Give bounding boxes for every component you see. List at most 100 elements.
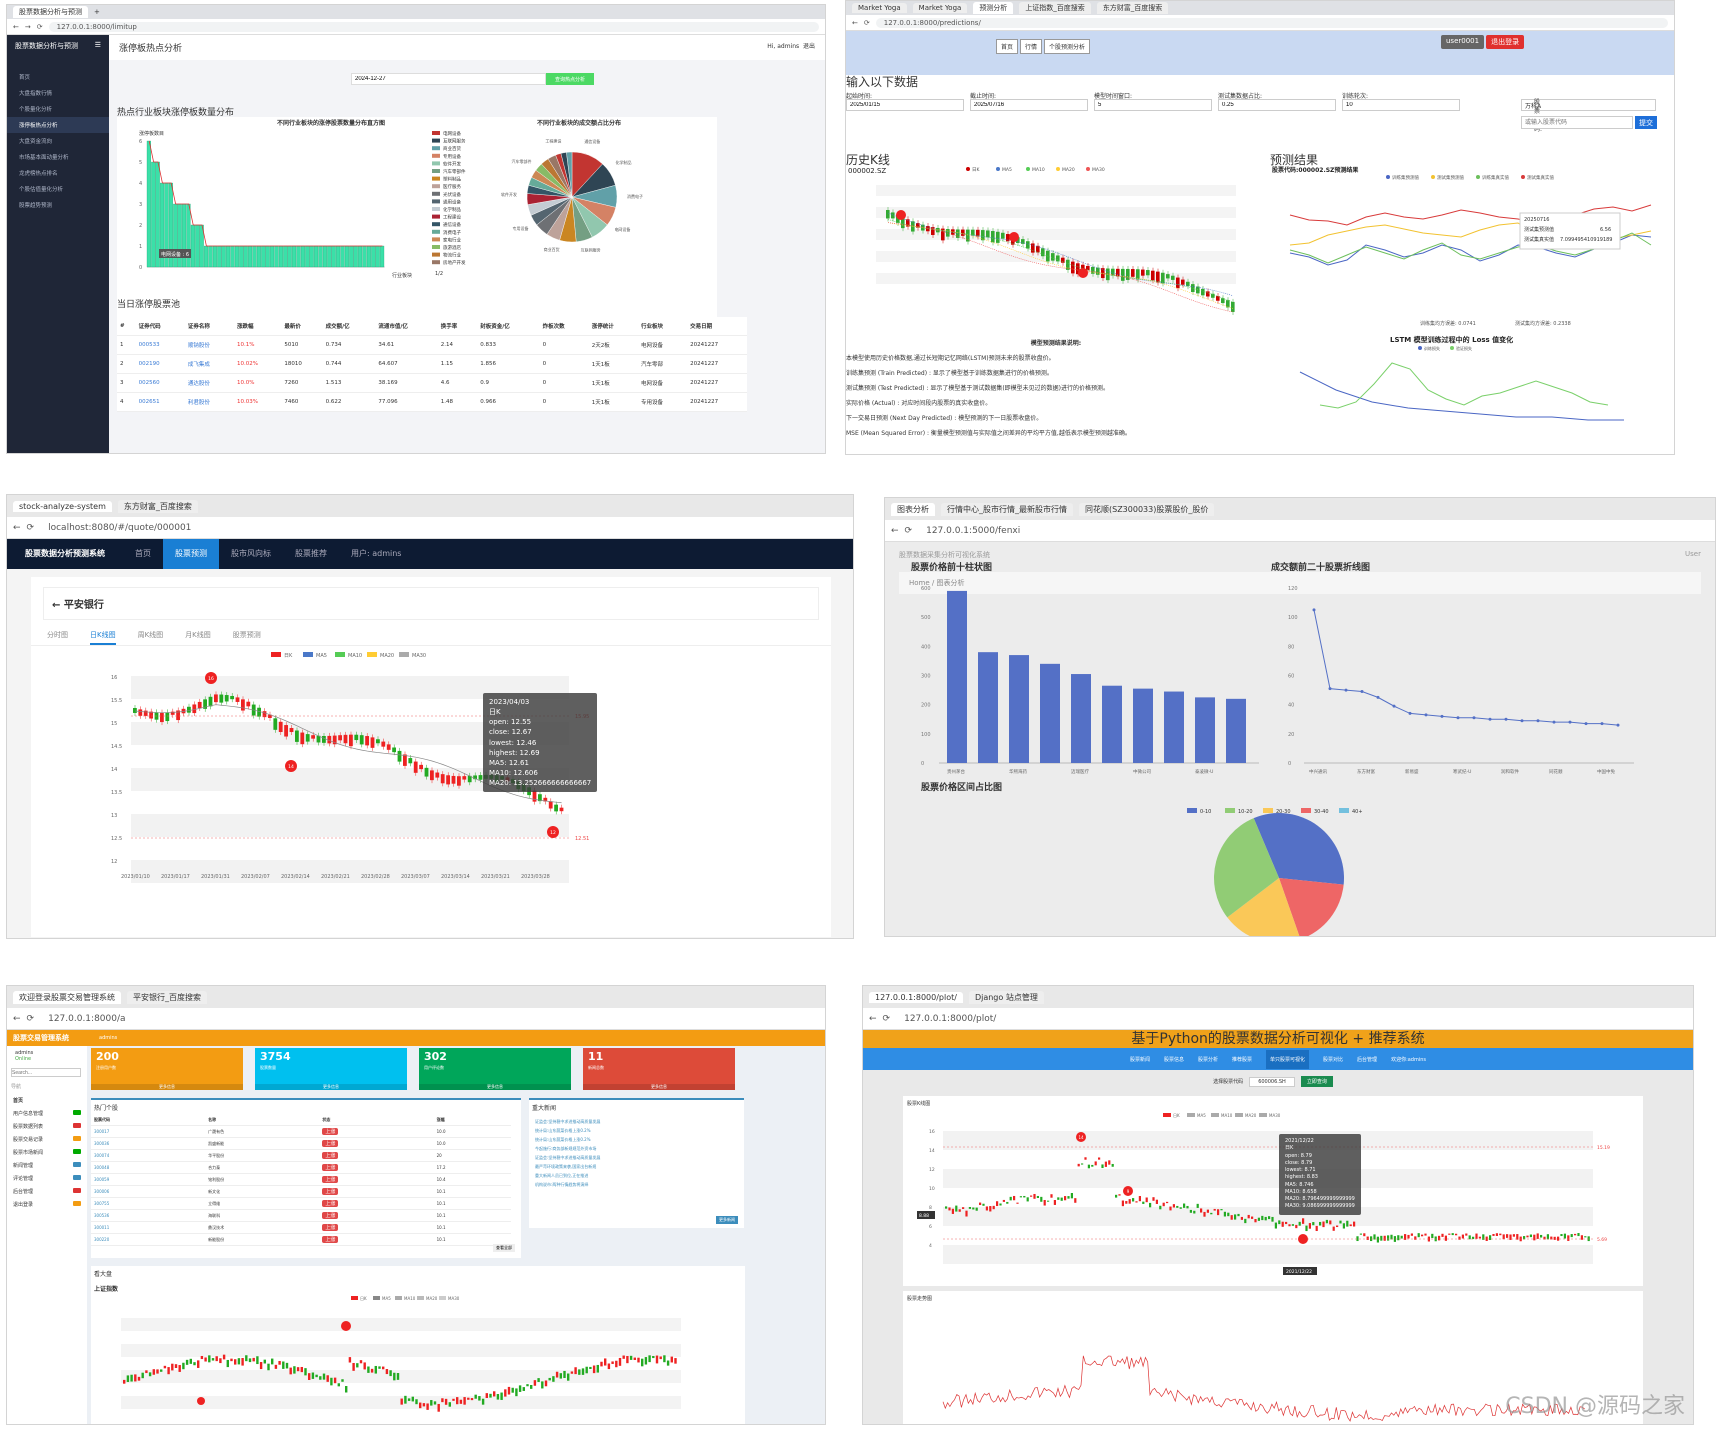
candle[interactable] <box>1193 1210 1196 1214</box>
candle[interactable] <box>1076 263 1080 275</box>
candle[interactable] <box>1580 1235 1583 1240</box>
hist-bar[interactable] <box>296 245 301 268</box>
candle[interactable] <box>618 1357 622 1366</box>
candle[interactable] <box>1370 1236 1373 1242</box>
candle[interactable] <box>986 230 990 238</box>
candle[interactable] <box>241 1358 244 1366</box>
table-row[interactable]: 300755 立得维 上涨 10.1 <box>91 1197 511 1210</box>
candle[interactable] <box>1067 1196 1070 1199</box>
candle[interactable] <box>426 1403 429 1410</box>
candle[interactable] <box>456 1397 459 1405</box>
candle[interactable] <box>296 1367 300 1372</box>
candle[interactable] <box>208 1355 211 1363</box>
candle[interactable] <box>171 1363 174 1371</box>
line-point[interactable] <box>1472 716 1476 720</box>
url-input[interactable]: 127.0.0.1:8000/a <box>48 1013 126 1024</box>
hist-bar[interactable] <box>248 245 253 268</box>
hist-bar[interactable] <box>204 245 209 268</box>
candle[interactable] <box>400 1398 403 1405</box>
legend-item[interactable]: MA5 <box>316 653 327 659</box>
candle[interactable] <box>559 807 564 812</box>
candle[interactable] <box>1366 1236 1369 1241</box>
pred-series-line[interactable] <box>1289 232 1652 264</box>
hist-bar[interactable] <box>340 245 345 268</box>
candle[interactable] <box>1104 1161 1107 1167</box>
candle[interactable] <box>165 712 170 722</box>
hist-bar[interactable] <box>243 245 248 268</box>
candle[interactable] <box>452 1398 455 1401</box>
candle[interactable] <box>1529 1234 1532 1238</box>
logout-button[interactable]: 退出登录 <box>1486 35 1525 49</box>
candle[interactable] <box>896 214 900 223</box>
candle[interactable] <box>1146 270 1150 276</box>
candle[interactable] <box>1226 300 1230 308</box>
line-point[interactable] <box>1376 695 1380 699</box>
turnover-line[interactable] <box>1313 609 1619 726</box>
candle[interactable] <box>1116 268 1120 277</box>
nav-item[interactable]: 首页 <box>135 549 151 558</box>
hist-bar[interactable] <box>239 245 244 268</box>
candle[interactable] <box>996 231 1000 243</box>
pie-legend-item[interactable]: 商业百货 <box>443 145 461 152</box>
browser-tab[interactable]: 欢迎登录股票交易管理系统 <box>13 990 121 1004</box>
candle[interactable] <box>130 1374 133 1382</box>
candle[interactable] <box>163 1365 167 1369</box>
candle[interactable] <box>327 735 332 744</box>
new-tab-button[interactable]: + <box>94 8 100 16</box>
kline-marker[interactable] <box>1076 1132 1086 1142</box>
candle[interactable] <box>300 732 305 745</box>
stat-more-link[interactable]: 更多信息 <box>419 1084 571 1090</box>
candle[interactable] <box>537 1378 540 1382</box>
hist-bar[interactable] <box>146 140 151 268</box>
candle[interactable] <box>1424 1233 1427 1236</box>
candle[interactable] <box>370 1368 374 1373</box>
bar[interactable] <box>1133 688 1153 763</box>
candle[interactable] <box>1461 1234 1464 1239</box>
hist-bar[interactable] <box>256 245 261 268</box>
candle[interactable] <box>1135 1201 1138 1203</box>
candle[interactable] <box>1060 1197 1063 1201</box>
candle[interactable] <box>1512 1234 1515 1237</box>
candle[interactable] <box>1013 1195 1016 1201</box>
candle[interactable] <box>311 1372 315 1379</box>
candle[interactable] <box>441 1398 444 1403</box>
candle[interactable] <box>1220 1209 1223 1211</box>
sidebar-item[interactable]: 评论管理 <box>7 1172 87 1185</box>
legend-item[interactable]: MA30 <box>412 653 426 659</box>
pie-legend-item[interactable]: 20-30 <box>1276 809 1291 815</box>
candle[interactable] <box>1172 1204 1175 1208</box>
candle[interactable] <box>1319 1221 1322 1226</box>
candle[interactable] <box>951 1208 954 1214</box>
candle[interactable] <box>532 790 537 802</box>
hist-bar[interactable] <box>226 245 231 268</box>
legend-item[interactable]: 测试集真实值 <box>1527 174 1554 181</box>
candle[interactable] <box>1489 1235 1492 1241</box>
candle[interactable] <box>1397 1235 1400 1241</box>
candle[interactable] <box>393 1372 396 1381</box>
line-point[interactable] <box>1536 719 1540 723</box>
candle[interactable] <box>563 1370 566 1378</box>
browser-tab[interactable]: 127.0.0.1:8000/plot/ <box>869 991 963 1003</box>
candle[interactable] <box>1181 279 1185 285</box>
browser-tab[interactable]: Django 站点管理 <box>968 990 1044 1004</box>
sidebar-item[interactable]: 大盘资金流向 <box>19 139 53 145</box>
candle[interactable] <box>999 1203 1002 1206</box>
candle[interactable] <box>1030 1195 1033 1197</box>
candle[interactable] <box>1285 1221 1288 1225</box>
line-point[interactable] <box>1312 608 1316 612</box>
candle[interactable] <box>981 230 985 241</box>
hist-bar[interactable] <box>336 245 341 268</box>
line-point[interactable] <box>1328 687 1332 691</box>
form-input[interactable] <box>1094 99 1212 111</box>
refresh-icon[interactable]: ⟳ <box>863 18 870 27</box>
candle[interactable] <box>1231 301 1235 312</box>
candle[interactable] <box>248 1358 252 1363</box>
candle[interactable] <box>1081 1163 1084 1165</box>
candle[interactable] <box>1176 277 1180 289</box>
hist-bar[interactable] <box>261 245 266 268</box>
candle[interactable] <box>348 1357 352 1363</box>
candle[interactable] <box>544 1380 548 1387</box>
candle[interactable] <box>1414 1236 1417 1240</box>
candle[interactable] <box>1417 1233 1420 1238</box>
nav-button[interactable]: 行情 <box>1020 39 1043 54</box>
